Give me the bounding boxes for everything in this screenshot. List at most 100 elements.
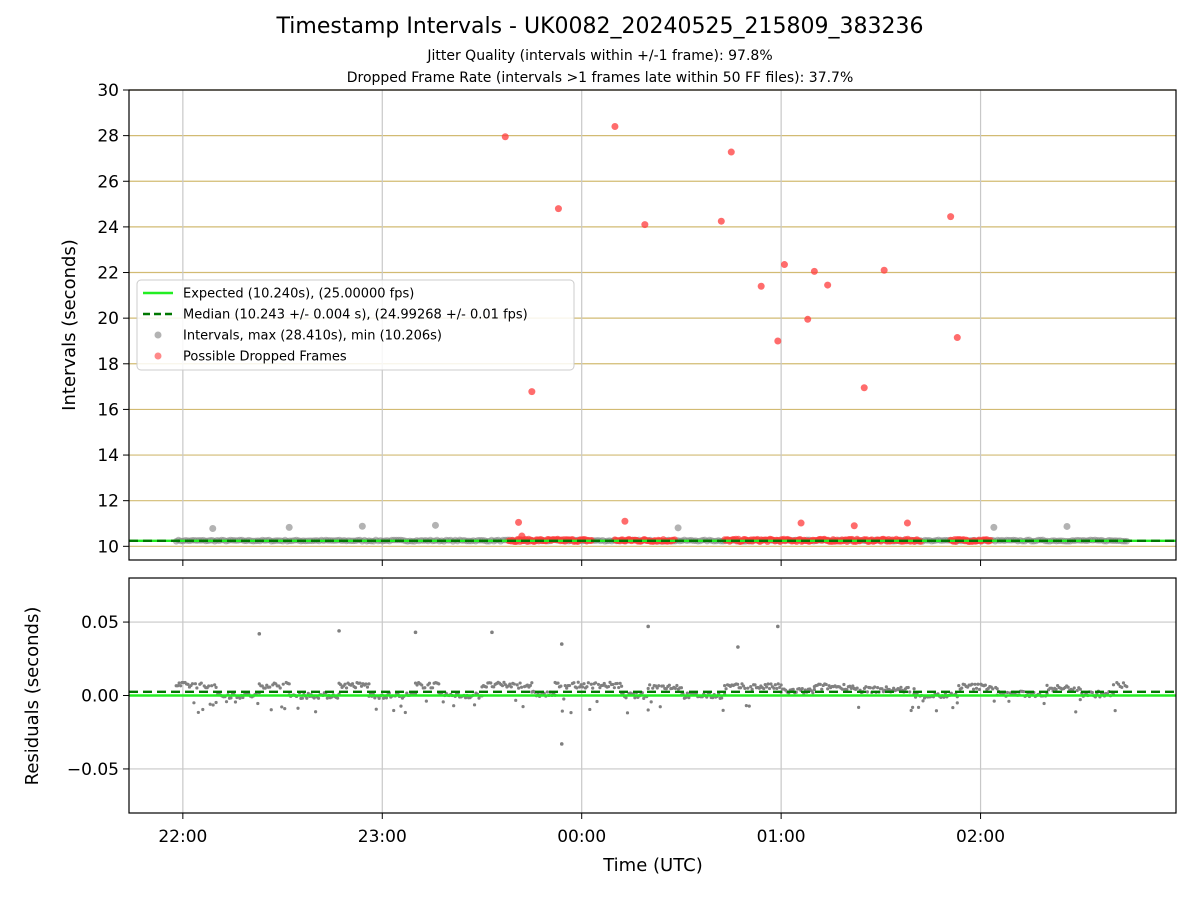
residual-point	[283, 706, 287, 711]
residual-point	[892, 686, 896, 690]
residual-point	[951, 705, 955, 710]
x-tick-label: 00:00	[557, 827, 606, 847]
intervals-y-axis-label: Intervals (seconds)	[59, 239, 80, 411]
x-tick-label: 02:00	[956, 827, 1005, 847]
residual-point	[743, 686, 747, 690]
residual-point	[840, 687, 845, 691]
residual-point	[738, 686, 743, 690]
residual-point	[214, 685, 218, 689]
residual-point	[338, 682, 343, 687]
residual-point	[384, 696, 389, 700]
residuals-y-tick-label: 0.00	[81, 687, 119, 707]
dropped-frame-point	[727, 148, 735, 156]
residual-point	[176, 684, 180, 688]
dropped-frame-point	[903, 519, 911, 527]
x-tick-label: 01:00	[757, 827, 806, 847]
residual-point	[749, 684, 753, 689]
residual-point	[201, 707, 205, 712]
intervals-y-tick-label: 28	[97, 127, 119, 147]
residual-point	[1042, 701, 1046, 706]
residual-point	[909, 708, 913, 713]
intervals-y-tick-label: 26	[97, 172, 119, 192]
residual-point	[287, 682, 291, 686]
residual-point	[880, 687, 884, 691]
residual-point	[193, 682, 198, 686]
residual-point	[413, 630, 418, 635]
residual-point	[477, 696, 481, 700]
residuals-panel: −0.05 0.00 0.05 22:00 23:00 00:00 01:00 02:00	[67, 577, 1177, 847]
residual-point	[646, 708, 650, 712]
interval-point	[431, 521, 439, 529]
residual-point	[211, 703, 215, 707]
residual-point	[256, 701, 260, 706]
residual-point	[392, 708, 396, 713]
residuals-y-tick-label: −0.05	[67, 760, 119, 780]
residual-point	[864, 685, 868, 689]
legend-entry-label: Median (10.243 +/- 0.004 s), (24.99268 +…	[183, 308, 528, 323]
residual-point	[661, 684, 665, 688]
residual-point	[437, 682, 441, 686]
residual-point	[648, 683, 652, 687]
residual-point	[766, 682, 770, 686]
residual-point	[500, 684, 505, 688]
residual-point	[569, 711, 573, 715]
residual-point	[765, 685, 769, 689]
jitter-quality-subtitle: Jitter Quality (intervals within +/-1 fr…	[427, 48, 773, 64]
residual-point	[711, 696, 715, 700]
residual-point	[736, 645, 740, 649]
residual-point	[845, 688, 849, 692]
residual-point	[588, 707, 592, 712]
residual-point	[679, 686, 684, 690]
residual-point	[280, 705, 284, 709]
residual-point	[1120, 685, 1124, 689]
residual-point	[213, 683, 217, 687]
residual-point	[651, 686, 655, 690]
residual-point	[602, 681, 606, 686]
residual-point	[190, 682, 195, 686]
legend-intervals-swatch	[154, 331, 162, 339]
dropped-frame-point	[641, 221, 649, 229]
residual-point	[1111, 683, 1116, 687]
residual-point	[976, 682, 980, 686]
residual-point	[586, 681, 590, 685]
residual-point	[611, 682, 615, 687]
legend-entry-label: Intervals, max (28.410s), min (10.206s)	[183, 329, 442, 344]
residual-point	[960, 686, 964, 690]
residual-point	[521, 705, 525, 709]
dropped-frame-point	[824, 281, 832, 289]
residual-point	[224, 700, 229, 704]
residual-point	[1074, 710, 1078, 714]
residual-point	[1125, 685, 1129, 689]
residual-point	[685, 691, 689, 695]
residual-point	[518, 681, 522, 685]
residual-point	[906, 685, 910, 690]
residual-point	[335, 696, 340, 700]
intervals-y-tick-label: 14	[97, 446, 119, 466]
residual-point	[624, 696, 628, 700]
residual-point	[374, 707, 378, 711]
residual-point	[772, 686, 776, 690]
residual-point	[484, 685, 488, 689]
intervals-y-tick-label: 20	[97, 309, 119, 329]
residual-point	[1066, 685, 1070, 689]
residual-point	[530, 681, 534, 685]
residual-point	[667, 683, 671, 687]
residual-point	[762, 686, 766, 691]
residual-point	[269, 708, 273, 712]
residual-point	[720, 696, 724, 700]
residual-point	[1054, 687, 1058, 691]
dropped-frame-point	[947, 213, 955, 221]
residual-point	[776, 682, 780, 686]
residual-point	[818, 682, 822, 686]
residual-point	[424, 699, 428, 703]
interval-point	[209, 525, 217, 533]
dropped-frame-point	[880, 266, 888, 274]
residual-point	[1045, 683, 1049, 687]
dropped-frame-point	[554, 205, 562, 213]
residual-point	[736, 682, 740, 686]
residual-point	[649, 700, 653, 704]
dropped-frame-point	[780, 261, 788, 269]
intervals-y-tick-label: 12	[97, 492, 119, 512]
residual-point	[949, 691, 953, 695]
